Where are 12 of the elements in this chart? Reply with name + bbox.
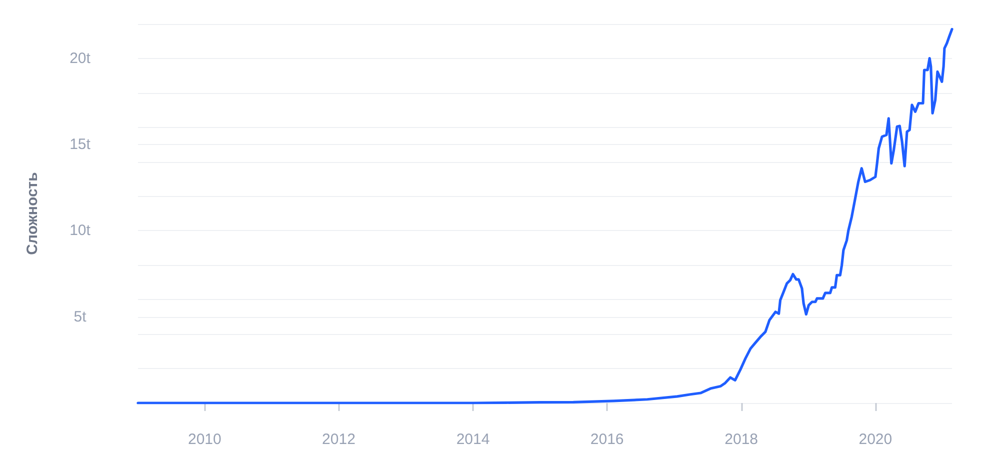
y-tick-label: 15t (70, 136, 92, 154)
x-tick-label: 2018 (724, 431, 758, 448)
y-tick-label: 5t (74, 308, 88, 326)
y-tick-label: 20t (70, 50, 92, 67)
y-axis-title: Сложность (24, 172, 41, 255)
y-tick-label: 10t (70, 222, 92, 240)
line-series (136, 28, 954, 404)
x-tick-label: 2010 (188, 431, 222, 448)
x-tick-label: 2012 (322, 431, 356, 448)
x-tick-label: 2014 (456, 431, 490, 448)
x-tick-label: 2016 (590, 431, 624, 448)
x-tick-label: 2020 (858, 431, 892, 448)
